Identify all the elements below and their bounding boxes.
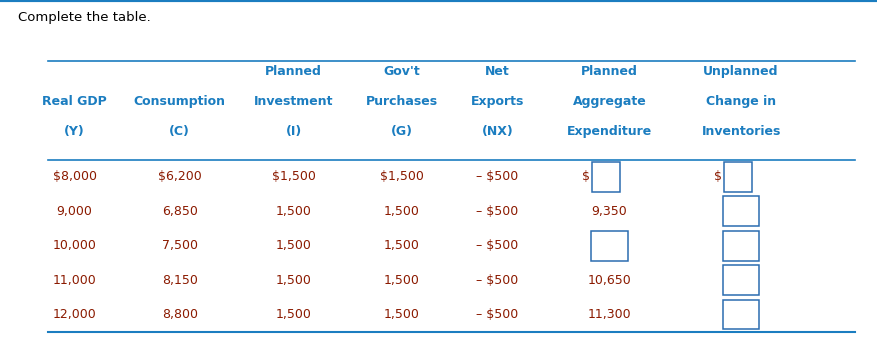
Bar <box>723 299 759 329</box>
Text: (I): (I) <box>286 125 302 138</box>
Text: Unplanned: Unplanned <box>703 65 779 78</box>
Text: $6,200: $6,200 <box>158 170 202 184</box>
Text: 1,500: 1,500 <box>276 205 311 218</box>
Text: 11,000: 11,000 <box>53 273 96 287</box>
Text: 1,500: 1,500 <box>276 308 311 321</box>
Text: (C): (C) <box>169 125 190 138</box>
Text: $1,500: $1,500 <box>272 170 316 184</box>
Text: – $500: – $500 <box>476 273 518 287</box>
Text: – $500: – $500 <box>476 205 518 218</box>
Text: Consumption: Consumption <box>134 95 225 108</box>
Text: Inventories: Inventories <box>702 125 781 138</box>
Text: Real GDP: Real GDP <box>42 95 107 108</box>
Text: – $500: – $500 <box>476 239 518 252</box>
Bar <box>724 162 752 192</box>
Text: $1,500: $1,500 <box>380 170 424 184</box>
Text: 12,000: 12,000 <box>53 308 96 321</box>
Text: $: $ <box>714 170 722 184</box>
Text: 10,650: 10,650 <box>588 273 631 287</box>
Bar <box>591 231 628 260</box>
Bar <box>723 196 759 226</box>
Text: Aggregate: Aggregate <box>573 95 646 108</box>
Text: 8,150: 8,150 <box>162 273 197 287</box>
Bar <box>592 162 620 192</box>
Text: 1,500: 1,500 <box>384 273 419 287</box>
Text: Complete the table.: Complete the table. <box>18 11 150 24</box>
Text: 7,500: 7,500 <box>161 239 198 252</box>
Text: – $500: – $500 <box>476 170 518 184</box>
Text: Planned: Planned <box>266 65 322 78</box>
Text: (G): (G) <box>390 125 413 138</box>
Text: Gov't: Gov't <box>383 65 420 78</box>
Text: $: $ <box>582 170 590 184</box>
Bar <box>723 265 759 295</box>
Text: 10,000: 10,000 <box>53 239 96 252</box>
Text: $8,000: $8,000 <box>53 170 96 184</box>
Text: 1,500: 1,500 <box>384 239 419 252</box>
Text: (NX): (NX) <box>481 125 513 138</box>
Text: (Y): (Y) <box>64 125 85 138</box>
Text: Purchases: Purchases <box>366 95 438 108</box>
Bar <box>723 231 759 260</box>
Text: Change in: Change in <box>706 95 776 108</box>
Text: Exports: Exports <box>471 95 524 108</box>
Text: – $500: – $500 <box>476 308 518 321</box>
Text: 11,300: 11,300 <box>588 308 631 321</box>
Text: Investment: Investment <box>254 95 333 108</box>
Text: 1,500: 1,500 <box>276 239 311 252</box>
Text: Net: Net <box>485 65 510 78</box>
Text: 1,500: 1,500 <box>384 308 419 321</box>
Text: 6,850: 6,850 <box>162 205 197 218</box>
Text: 1,500: 1,500 <box>276 273 311 287</box>
Text: 9,350: 9,350 <box>592 205 627 218</box>
Text: 8,800: 8,800 <box>161 308 198 321</box>
Text: Expenditure: Expenditure <box>567 125 652 138</box>
Text: Planned: Planned <box>581 65 638 78</box>
Text: 1,500: 1,500 <box>384 205 419 218</box>
Text: 9,000: 9,000 <box>57 205 92 218</box>
